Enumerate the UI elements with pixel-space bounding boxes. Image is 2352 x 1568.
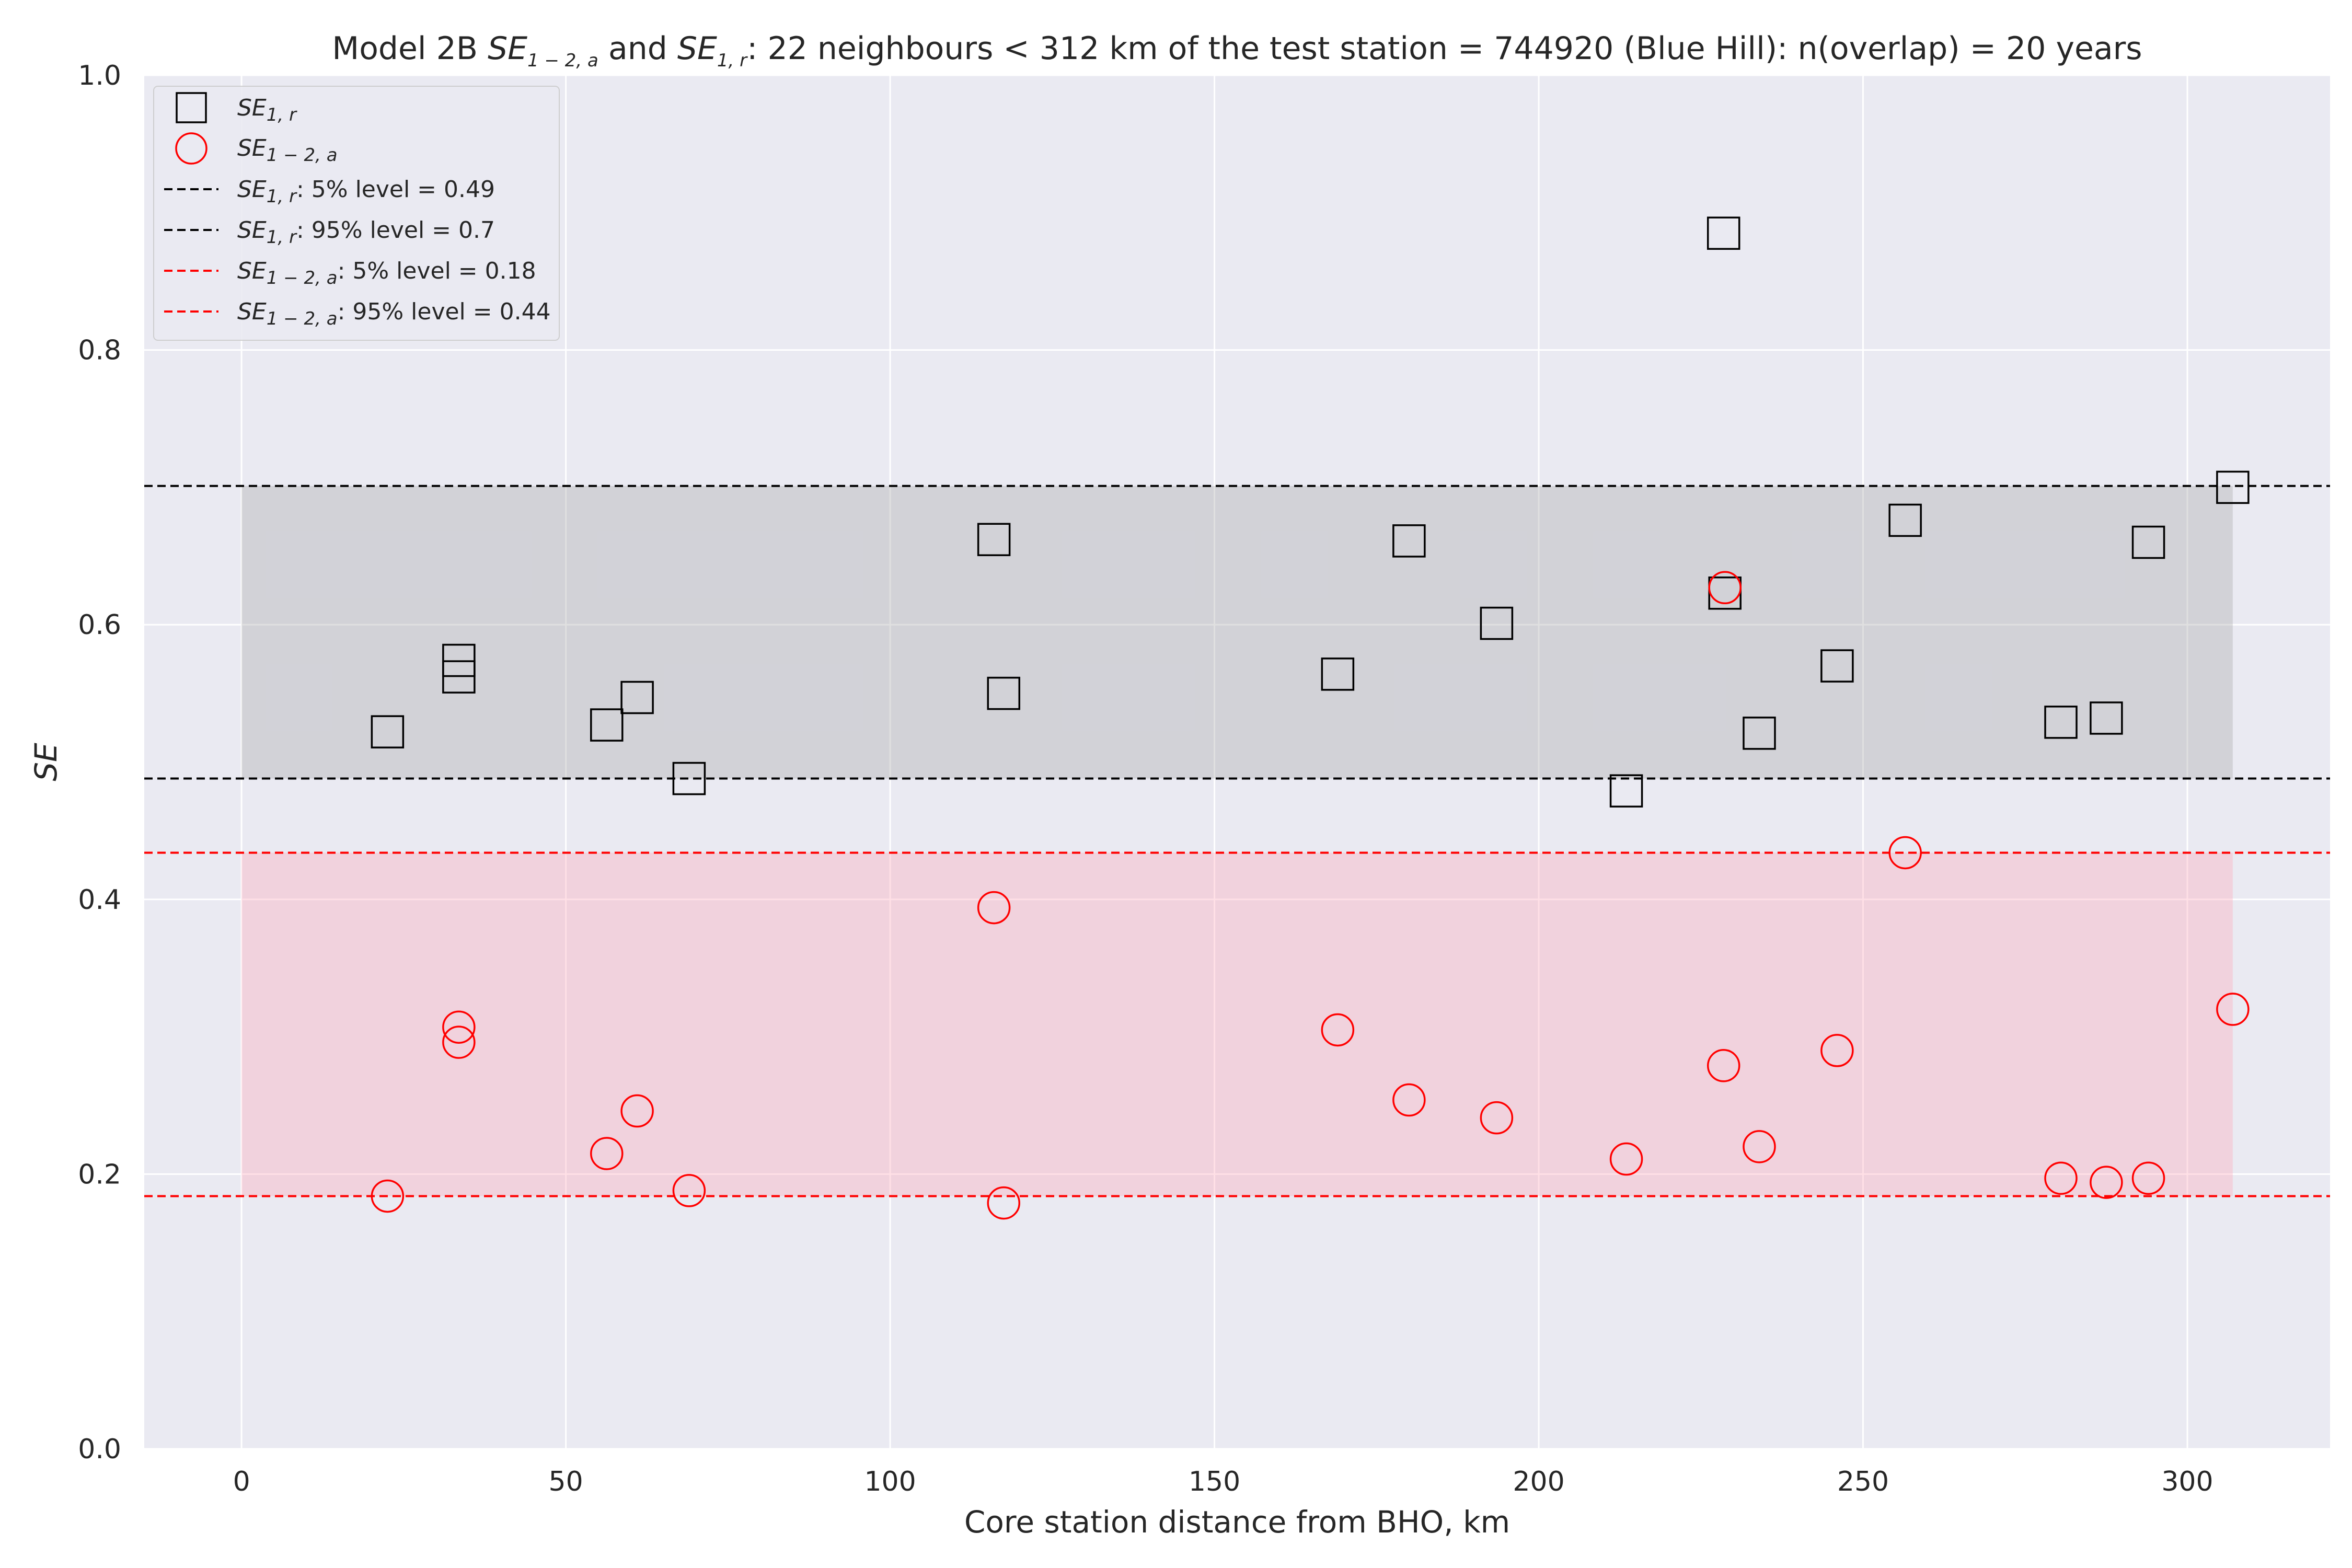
se1r-point (2044, 706, 2078, 739)
x-tick-label: 150 (1189, 1466, 1240, 1497)
se12a-point (1708, 571, 1742, 604)
se1r-point (620, 681, 654, 714)
se1r-point (2131, 525, 2165, 559)
se12a-point (1707, 1049, 1740, 1082)
se1r-point (987, 676, 1021, 710)
se12a-point (2090, 1166, 2123, 1199)
legend-label-se12a: SE1 − 2, a (237, 135, 338, 166)
legend-square-marker (176, 92, 207, 123)
se12a-point (620, 1094, 654, 1128)
se1r-point (2216, 470, 2250, 504)
se1r-point (1743, 717, 1776, 750)
se12a-point (977, 891, 1011, 925)
legend-label-se1r-95: SE1, r: 95% level = 0.7 (237, 217, 495, 248)
se1r-point (2090, 701, 2123, 735)
legend-label-se12a-95: SE1 − 2, a: 95% level = 0.44 (237, 298, 551, 329)
tick-labels: 0 50 100 150 200 250 300 0.0 0.2 0.4 0.6 0.8 1.0 (78, 60, 2213, 1497)
x-tick-label: 200 (1513, 1466, 1564, 1497)
se1r-point (590, 708, 624, 742)
y-tick-label: 0.2 (78, 1159, 121, 1190)
y-tick-label: 0.4 (78, 884, 121, 916)
y-tick-label: 0.0 (78, 1434, 121, 1465)
reference-lines (144, 485, 2330, 1197)
se12a-point (2044, 1161, 2078, 1195)
se12a-point (1743, 1130, 1776, 1163)
se12a-point (987, 1186, 1021, 1220)
x-axis-label: Core station distance from BHO, km (964, 1504, 1510, 1540)
y-tick-label: 0.8 (78, 335, 121, 366)
chart-title: Model 2B SE1 − 2, a and SE1, r: 22 neigh… (332, 30, 2142, 71)
shaded-band (241, 852, 2233, 1196)
se12a-point (1820, 1034, 1854, 1067)
y-axis-label: SE (28, 743, 64, 781)
se1r-point (1480, 606, 1514, 640)
se12a-point (442, 1025, 476, 1059)
legend-box (153, 86, 560, 341)
se12a-point (1888, 836, 1922, 870)
legend-label-se12a-5: SE1 − 2, a: 5% level = 0.18 (237, 258, 536, 289)
se1r-point (371, 715, 405, 748)
se12a-point (672, 1174, 706, 1207)
shaded-bands (241, 486, 2233, 1196)
se1r-point (1609, 774, 1643, 808)
grid (144, 74, 2330, 1450)
se1r-point (672, 762, 706, 795)
se12a-point (1321, 1013, 1355, 1047)
se12a-point (442, 1010, 476, 1044)
legend-label-se1r-5: SE1, r: 5% level = 0.49 (237, 176, 495, 207)
shaded-band (241, 486, 2233, 779)
se12a-point (1609, 1142, 1643, 1176)
legend-circle-marker (175, 132, 207, 165)
legend-label-se1r: SE1, r (237, 95, 297, 125)
se1r-point (1321, 658, 1355, 691)
se12a-point (371, 1179, 405, 1213)
x-tick-label: 100 (864, 1466, 916, 1497)
y-tick-label: 0.6 (78, 609, 121, 641)
se1r-point (1888, 503, 1922, 537)
x-tick-label: 300 (2161, 1466, 2213, 1497)
se12a-point (1480, 1101, 1514, 1135)
data-markers (371, 216, 2250, 1220)
y-tick-label: 1.0 (78, 60, 121, 91)
x-tick-label: 50 (549, 1466, 583, 1497)
se12a-point (590, 1137, 624, 1170)
se1r-point (1707, 216, 1740, 250)
se12a-point (2131, 1161, 2165, 1195)
legend: SE1, r SE1 − 2, a SE1, r: 5% level = 0.4… (153, 86, 560, 341)
se1r-point (442, 660, 476, 694)
se12a-point (2216, 993, 2250, 1026)
se1r-point (1708, 577, 1742, 610)
x-tick-label: 0 (233, 1466, 250, 1497)
x-tick-label: 250 (1837, 1466, 1889, 1497)
se12a-point (1392, 1083, 1426, 1117)
se1r-point (1392, 524, 1426, 558)
se1r-point (1820, 649, 1854, 683)
se1r-point (977, 523, 1011, 557)
